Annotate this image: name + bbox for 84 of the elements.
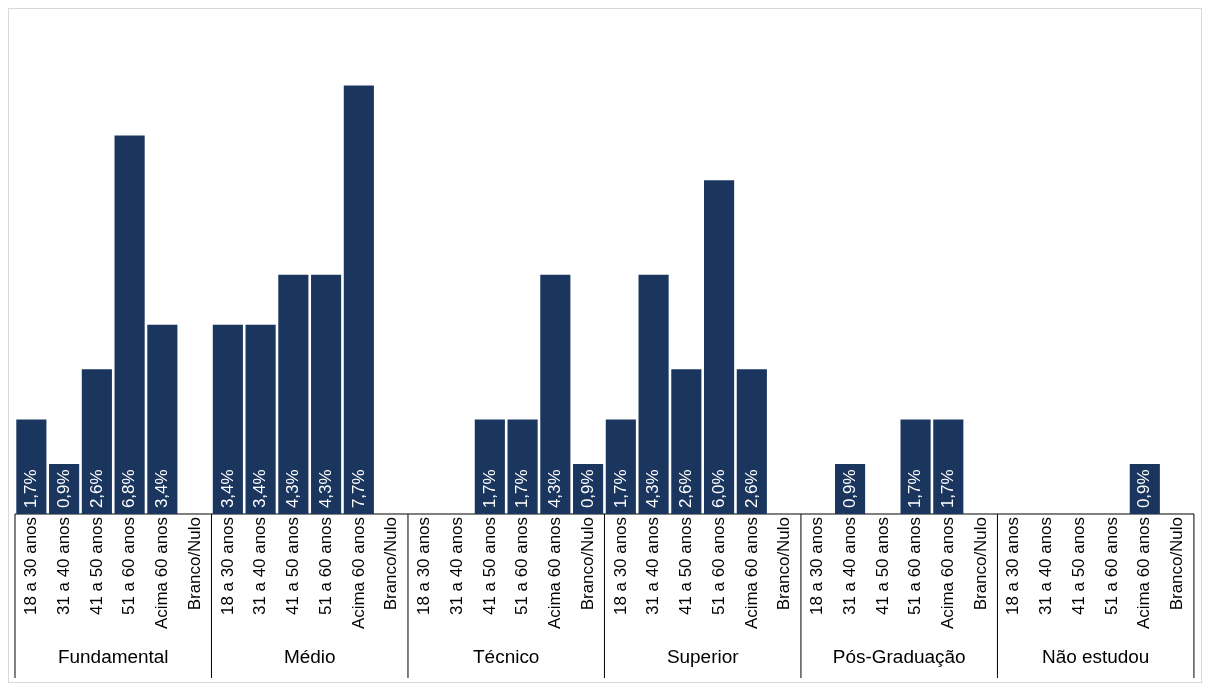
bar <box>311 274 342 515</box>
bar <box>900 419 931 515</box>
bar <box>16 419 47 515</box>
data-label: 7,7% <box>348 469 368 509</box>
bar <box>638 274 669 515</box>
bar <box>605 419 636 515</box>
text: Técnico <box>473 646 540 668</box>
bar <box>343 85 374 515</box>
data-label: 4,3% <box>283 469 303 509</box>
bar <box>704 180 735 515</box>
x-tick-label: Acima 60 anos <box>1134 517 1154 630</box>
x-tick-label: 18 a 30 anos <box>610 517 630 616</box>
x-tick-label: 41 a 50 anos <box>1068 517 1088 616</box>
x-tick-label: Acima 60 anos <box>937 517 957 630</box>
data-label: 0,9% <box>839 469 859 509</box>
data-label: 1,7% <box>905 469 925 509</box>
x-tick-label: Acima 60 anos <box>152 517 172 630</box>
x-tick-label: Branco/Nulo <box>970 517 990 611</box>
bar <box>507 419 538 515</box>
x-tick-label: 18 a 30 anos <box>414 517 434 616</box>
x-tick-label: Acima 60 anos <box>545 517 565 630</box>
x-tick-label: 18 a 30 anos <box>217 517 237 616</box>
bar <box>147 324 178 515</box>
bar <box>245 324 276 515</box>
x-tick-label: Branco/Nulo <box>184 517 204 611</box>
x-tick-label: 51 a 60 anos <box>905 517 925 616</box>
x-tick-label: 31 a 40 anos <box>53 517 73 616</box>
data-label: 0,9% <box>1134 469 1154 509</box>
bar <box>540 274 571 515</box>
x-tick-label: 51 a 60 anos <box>119 517 139 616</box>
x-tick-label: 51 a 60 anos <box>315 517 335 616</box>
x-tick-label: 31 a 40 anos <box>839 517 859 616</box>
x-tick-label: 51 a 60 anos <box>512 517 532 616</box>
data-label: 3,4% <box>217 469 237 509</box>
data-label: 4,3% <box>545 469 565 509</box>
bar <box>671 369 702 515</box>
bar <box>736 369 767 515</box>
data-label: 1,7% <box>512 469 532 509</box>
x-tick-label: Branco/Nulo <box>381 517 401 611</box>
x-tick-label: Branco/Nulo <box>1167 517 1187 611</box>
x-tick-label: 41 a 50 anos <box>86 517 106 616</box>
x-tick-label: 31 a 40 anos <box>446 517 466 616</box>
x-tick-label: 18 a 30 anos <box>21 517 41 616</box>
bar <box>474 419 505 515</box>
bar <box>933 419 964 515</box>
x-tick-label: Acima 60 anos <box>348 517 368 630</box>
data-label: 2,6% <box>676 469 696 509</box>
x-tick-label: 41 a 50 anos <box>872 517 892 616</box>
data-label: 1,7% <box>610 469 630 509</box>
x-tick-label: 51 a 60 anos <box>708 517 728 616</box>
text: Fundamental <box>57 646 169 668</box>
text: Médio <box>283 646 336 668</box>
x-tick-label: 41 a 50 anos <box>479 517 499 616</box>
bar <box>114 135 145 515</box>
x-tick-label: 18 a 30 anos <box>806 517 827 616</box>
data-label: 4,3% <box>643 469 663 509</box>
bar <box>278 274 309 515</box>
text: Superior <box>666 646 739 668</box>
data-label: 3,4% <box>152 469 172 509</box>
x-tick-label: Acima 60 anos <box>741 517 761 630</box>
x-tick-label: Branco/Nulo <box>577 517 597 611</box>
data-label: 0,9% <box>577 469 597 509</box>
data-label: 1,7% <box>479 469 499 509</box>
data-label: 1,7% <box>937 469 957 509</box>
x-tick-label: 31 a 40 anos <box>250 517 270 616</box>
text: Pós-Graduação <box>832 646 966 668</box>
data-label: 0,9% <box>53 469 73 509</box>
x-tick-label: 31 a 40 anos <box>643 517 663 616</box>
data-label: 6,8% <box>119 469 139 509</box>
data-label: 3,4% <box>250 469 270 509</box>
bar <box>81 369 112 515</box>
data-label: 2,6% <box>741 469 761 509</box>
data-label: 4,3% <box>315 469 335 509</box>
text: Não estudou <box>1041 646 1150 668</box>
x-tick-label: 51 a 60 anos <box>1101 517 1121 616</box>
data-label: 2,6% <box>86 469 106 509</box>
data-label: 6,0% <box>708 469 728 509</box>
x-tick-label: 41 a 50 anos <box>283 517 303 616</box>
x-tick-label: 18 a 30 anos <box>1003 517 1023 616</box>
bar <box>212 324 243 515</box>
x-tick-label: 31 a 40 anos <box>1036 517 1056 616</box>
x-tick-label: Branco/Nulo <box>774 517 794 611</box>
data-label: 1,7% <box>21 469 41 509</box>
x-tick-label: 41 a 50 anos <box>676 517 696 616</box>
